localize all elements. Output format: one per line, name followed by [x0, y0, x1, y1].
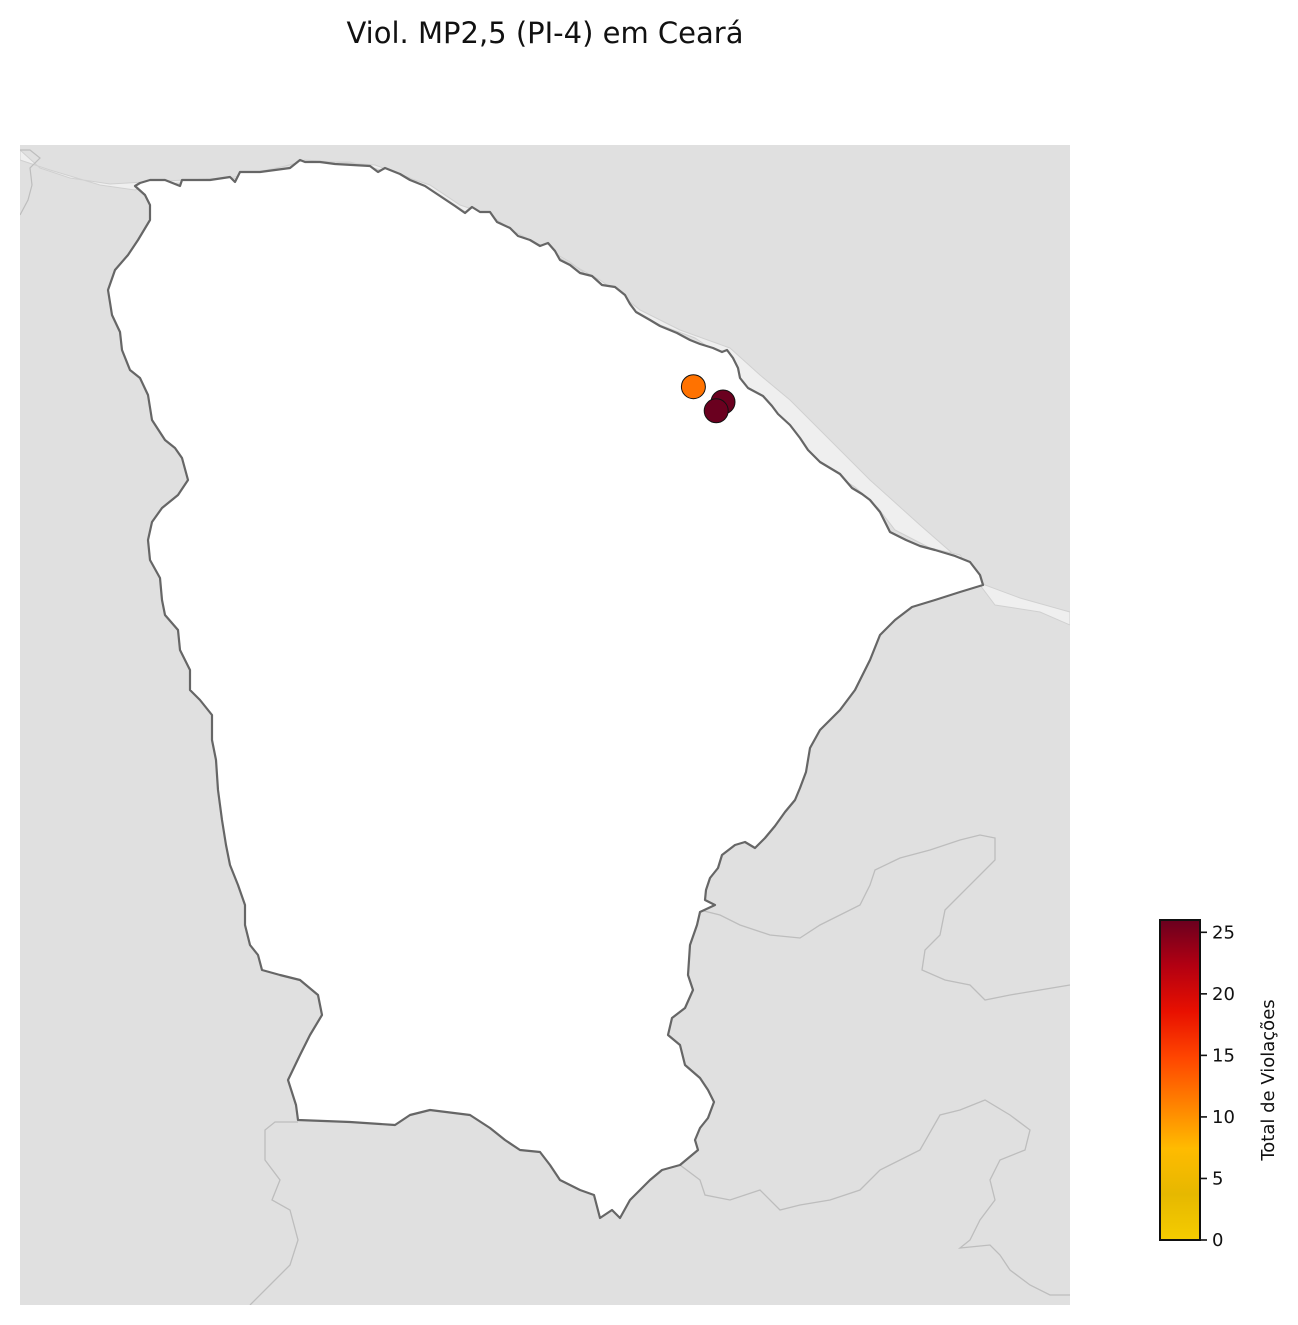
colorbar-label: Total de Violações [1258, 999, 1279, 1161]
colorbar-tick-label: 20 [1212, 984, 1235, 1005]
colorbar-ticks: 0 5 10 15 20 25 [1200, 922, 1235, 1251]
neighbor-border-east [699, 834, 1070, 1001]
neighbor-border-southwest [249, 1121, 299, 1305]
station-marker-1 [680, 374, 706, 400]
colorbar: 0 5 10 15 20 25 Total de Violações [1159, 919, 1279, 1251]
colorbar-tick-label: 15 [1212, 1045, 1235, 1066]
map-layer [20, 145, 1070, 1305]
station-marker-3 [703, 398, 729, 424]
colorbar-tick-label: 0 [1212, 1230, 1223, 1251]
ceara-state-shape [106, 158, 985, 1220]
map-title: Viol. MP2,5 (PI-4) em Ceará [346, 16, 744, 50]
colorbar-tick-label: 25 [1212, 922, 1235, 943]
colorbar-bar [1159, 919, 1201, 1241]
neighbor-border-south [679, 1099, 1070, 1296]
colorbar-tick-label: 10 [1212, 1107, 1235, 1128]
neighbor-border-northwest [20, 149, 41, 216]
colorbar-tick-label: 5 [1212, 1168, 1223, 1189]
stations-layer [680, 374, 736, 424]
